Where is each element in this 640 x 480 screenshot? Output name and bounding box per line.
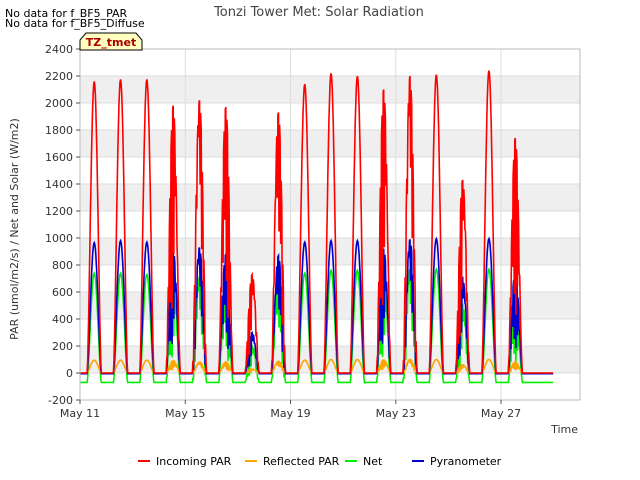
series-line-net: [80, 267, 554, 384]
no-data-note-diffuse: No data for f_BF5_Diffuse: [5, 17, 145, 30]
x-tick-label: May 19: [270, 407, 310, 420]
y-tick-label: -200: [48, 394, 73, 407]
y-axis-ticks: -200 0 200 400 600 800 1000 1200 1400 1600 1800 200…: [45, 43, 80, 407]
x-axis-ticks: May 11 May 15 May 19 May 23 May 27: [60, 400, 521, 420]
no-data-note-par: No data for f_BF5_PAR: [5, 7, 128, 20]
y-band: [80, 130, 580, 157]
y-tick-label: 200: [52, 340, 73, 353]
x-tick-label: May 23: [376, 407, 416, 420]
y-band: [80, 184, 580, 211]
legend-label-net: Net: [363, 455, 383, 468]
series-lines: [80, 70, 554, 384]
badge-shape: [79, 32, 143, 51]
site-badge: TZ_tmet: [79, 32, 143, 51]
legend: Incoming PAR Reflected PAR Net Pyranometer: [138, 455, 502, 468]
y-tick-label: 1600: [45, 151, 73, 164]
y-tick-label: 400: [52, 313, 73, 326]
y-axis-label: PAR (umol/m2/s) / Net and Solar (W/m2): [8, 118, 21, 340]
badge-label: TZ_tmet: [86, 36, 136, 49]
y-band: [80, 292, 580, 319]
y-tick-label: 600: [52, 286, 73, 299]
y-tick-label: 0: [66, 367, 73, 380]
x-tick-label: May 11: [60, 407, 100, 420]
y-tick-label: 1400: [45, 178, 73, 191]
y-tick-label: 2400: [45, 43, 73, 56]
y-tick-label: 2200: [45, 70, 73, 83]
legend-label-incoming-par: Incoming PAR: [156, 455, 232, 468]
plot-frame: [79, 48, 581, 401]
plot-background: [80, 76, 580, 373]
legend-label-reflected-par: Reflected PAR: [263, 455, 340, 468]
legend-label-pyranometer: Pyranometer: [430, 455, 502, 468]
chart-title: Tonzi Tower Met: Solar Radiation: [213, 5, 424, 20]
y-tick-label: 2000: [45, 97, 73, 110]
y-tick-label: 1000: [45, 232, 73, 245]
x-axis-label: Time: [550, 423, 578, 436]
x-tick-label: May 27: [481, 407, 521, 420]
y-tick-label: 1200: [45, 205, 73, 218]
series-line-incoming-par: [80, 70, 554, 374]
y-tick-label: 1800: [45, 124, 73, 137]
y-tick-label: 800: [52, 259, 73, 272]
x-tick-label: May 15: [165, 407, 205, 420]
